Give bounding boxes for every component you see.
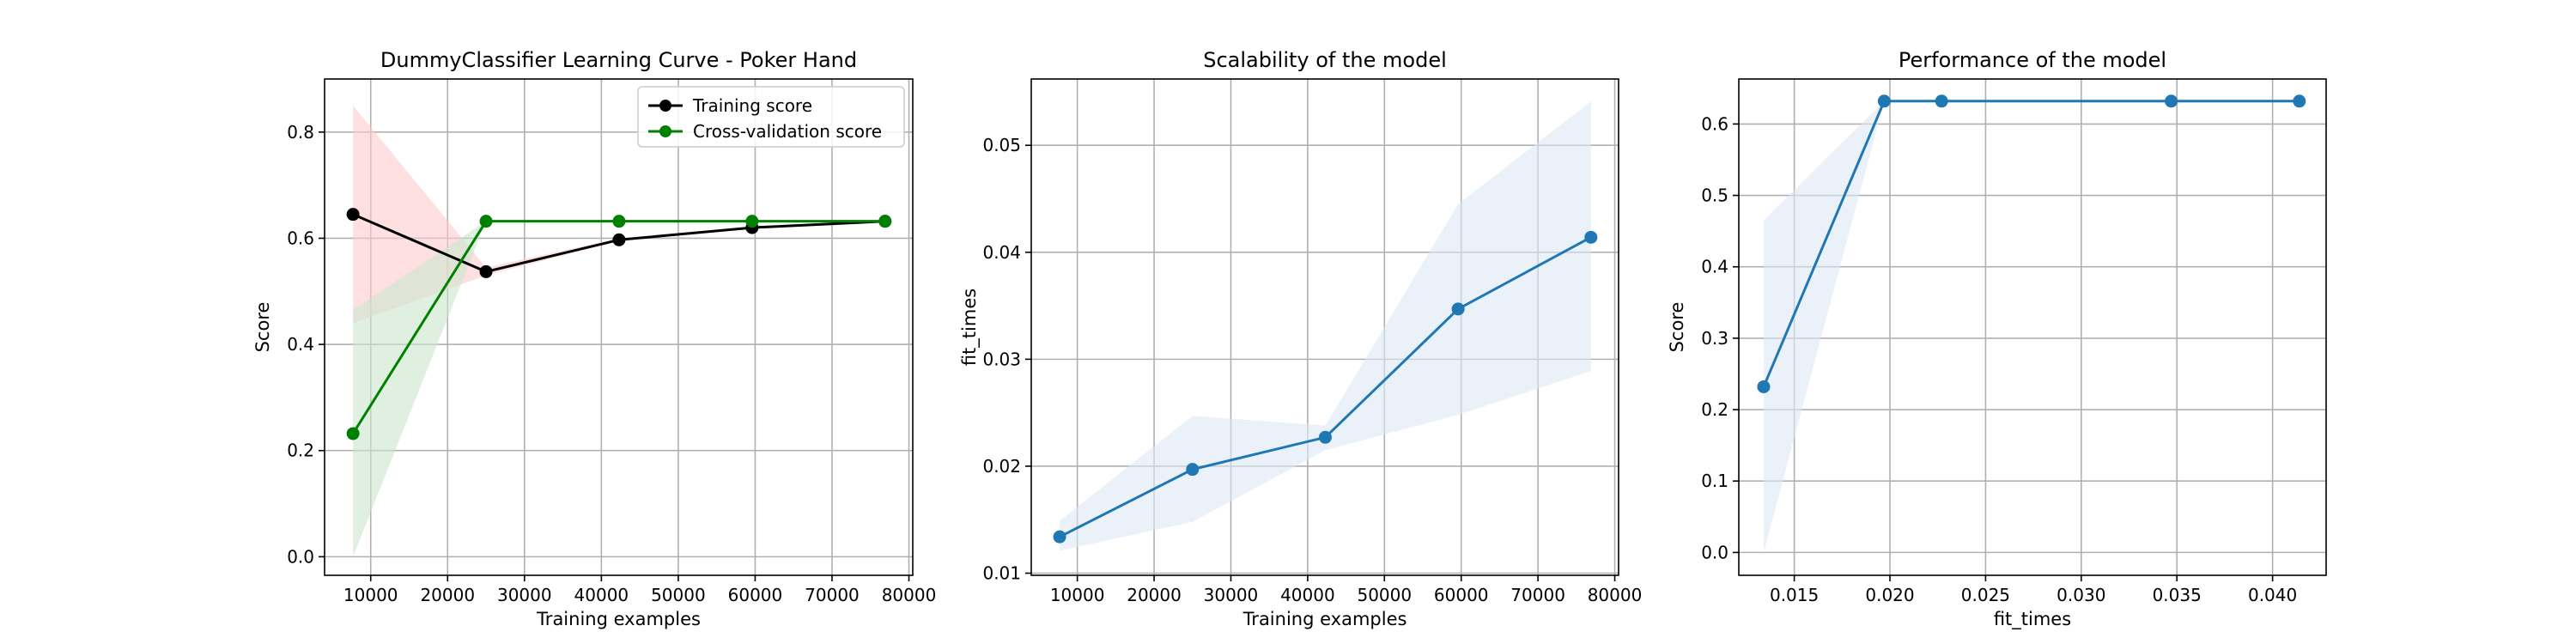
data-point [479, 264, 493, 278]
x-tick-label: 30000 [497, 585, 552, 605]
data-point [346, 427, 360, 440]
data-point [745, 215, 759, 228]
y-tick-label: 0.01 [982, 563, 1021, 584]
y-tick-label: 0.2 [1701, 399, 1728, 420]
y-tick-label: 0.04 [982, 242, 1021, 263]
x-axis-label: fit_times [1994, 609, 2071, 630]
data-point [346, 208, 360, 222]
y-tick-label: 0.02 [982, 456, 1021, 477]
x-tick-label: 70000 [1510, 585, 1565, 605]
plot-frame [1030, 78, 1619, 576]
x-axis-label: Training examples [536, 609, 701, 629]
x-tick-label: 0.035 [2153, 585, 2202, 605]
data-point [612, 233, 626, 246]
data-point [1186, 463, 1200, 477]
y-tick-label: 0.8 [287, 122, 314, 143]
data-point [1053, 530, 1066, 544]
chart-title: Scalability of the model [1203, 48, 1447, 72]
chart-1: 10000 20000 30000 40000 50000 60000 70000 80000… [252, 48, 936, 629]
y-tick-label: 0.4 [1701, 257, 1728, 277]
y-tick-label: 0.6 [1701, 113, 1728, 134]
x-tick-label: 10000 [1050, 585, 1105, 605]
x-tick-label: 20000 [420, 585, 475, 605]
x-tick-label: 30000 [1204, 585, 1259, 605]
y-axis-label: Score [252, 302, 273, 353]
y-tick-label: 0.6 [287, 228, 314, 248]
legend: Training score Cross-validation score [637, 86, 905, 148]
legend-label: Training score [692, 95, 812, 116]
data-point [2165, 94, 2178, 108]
data-point [1877, 94, 1891, 108]
data-point [878, 215, 892, 228]
legend-box [637, 86, 905, 148]
x-tick-label: 0.025 [1961, 585, 2010, 605]
x-tick-label: 80000 [882, 585, 937, 605]
chart-title: Performance of the model [1899, 48, 2166, 72]
plot-frame [1738, 78, 2327, 576]
x-tick-label: 10000 [343, 585, 398, 605]
y-tick-label: 0.3 [1701, 328, 1728, 349]
x-tick-label: 70000 [805, 585, 860, 605]
x-tick-label: 0.020 [1865, 585, 1914, 605]
legend-label: Cross-validation score [693, 121, 882, 142]
data-point [1584, 230, 1598, 244]
x-tick-label: 60000 [1434, 585, 1489, 605]
y-tick-label: 0.1 [1701, 471, 1728, 491]
y-tick-label: 0.5 [1701, 185, 1728, 206]
data-point [1318, 430, 1332, 444]
y-tick-label: 0.0 [287, 546, 314, 567]
chart-title: DummyClassifier Learning Curve - Poker H… [380, 48, 857, 72]
x-tick-label: 60000 [728, 585, 783, 605]
confidence-band [1060, 101, 1591, 551]
x-tick-label: 50000 [1357, 585, 1412, 605]
y-tick-label: 0.05 [982, 135, 1021, 155]
x-tick-label: 0.030 [2057, 585, 2105, 605]
y-tick-label: 0.2 [287, 440, 314, 461]
x-tick-label: 40000 [574, 585, 629, 605]
y-axis-label: Score [1667, 302, 1687, 353]
x-tick-label: 20000 [1127, 585, 1182, 605]
chart-2: 10000 20000 30000 40000 50000 60000 70000 80000… [959, 48, 1642, 629]
data-point [479, 215, 493, 228]
legend-marker [659, 125, 671, 137]
x-tick-label: 40000 [1280, 585, 1335, 605]
y-tick-label: 0.4 [287, 334, 314, 355]
y-tick-label: 0.0 [1701, 542, 1728, 562]
data-point [2293, 94, 2306, 108]
x-axis-label: Training examples [1242, 609, 1407, 629]
data-point [1757, 380, 1771, 393]
y-tick-label: 0.03 [982, 349, 1021, 369]
data-point [1451, 302, 1465, 316]
x-tick-label: 0.040 [2248, 585, 2297, 605]
chart-3: 0.015 0.020 0.025 0.030 0.035 0.040 0.0 0.1 0.2 0… [1667, 48, 2327, 630]
x-tick-label: 80000 [1588, 585, 1643, 605]
data-point [1935, 94, 1948, 108]
x-tick-label: 50000 [651, 585, 706, 605]
x-tick-label: 0.015 [1770, 585, 1819, 605]
y-axis-label: fit_times [959, 289, 981, 366]
data-point [612, 215, 626, 228]
legend-marker [659, 100, 671, 112]
plot-frame [324, 78, 914, 576]
